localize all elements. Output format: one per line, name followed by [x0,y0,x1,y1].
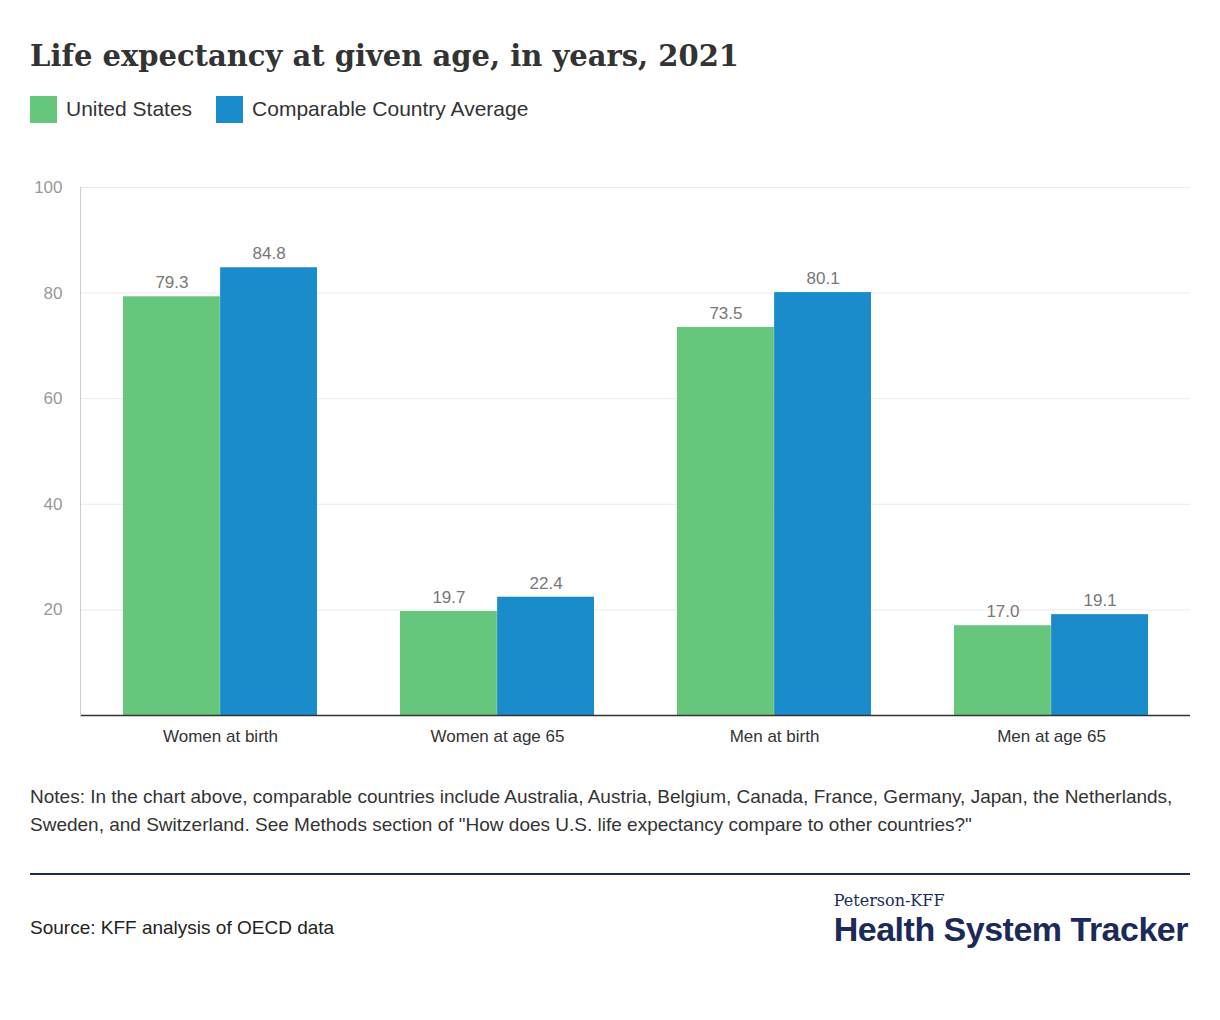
svg-text:73.5: 73.5 [709,304,742,323]
svg-text:19.1: 19.1 [1084,591,1117,610]
svg-text:100: 100 [34,178,62,197]
svg-text:Women at age 65: Women at age 65 [431,727,565,746]
html-text:Notes: In the chart above, com: Notes: In the chart above, comparable co… [30,786,1173,835]
svg-text:20: 20 [44,600,63,619]
html-text:United States: United States [66,97,193,120]
html-text:Comparable Country Average: Comparable Country Average [252,97,529,120]
svg-text:19.7: 19.7 [432,588,465,607]
svg-text:84.8: 84.8 [253,244,286,263]
html-text:Health System Tracker: Health System Tracker [833,910,1188,948]
svg-text:17.0: 17.0 [986,602,1019,621]
svg-text:22.4: 22.4 [530,574,563,593]
svg-text:Women at birth: Women at birth [163,727,278,746]
svg-text:80.1: 80.1 [807,269,840,288]
svg-text:Men at age 65: Men at age 65 [997,727,1106,746]
html-text:Peterson-KFF: Peterson-KFF [833,891,945,910]
svg-text:79.3: 79.3 [155,273,188,292]
svg-text:40: 40 [44,495,63,514]
svg-text:60: 60 [44,389,63,408]
svg-text:Men at birth: Men at birth [730,727,820,746]
html-text:Source: KFF analysis of OECD d: Source: KFF analysis of OECD data [30,917,335,938]
svg-text:80: 80 [44,284,63,303]
html-text:Life expectancy at given age,: Life expectancy at given age, in years, … [30,39,739,73]
